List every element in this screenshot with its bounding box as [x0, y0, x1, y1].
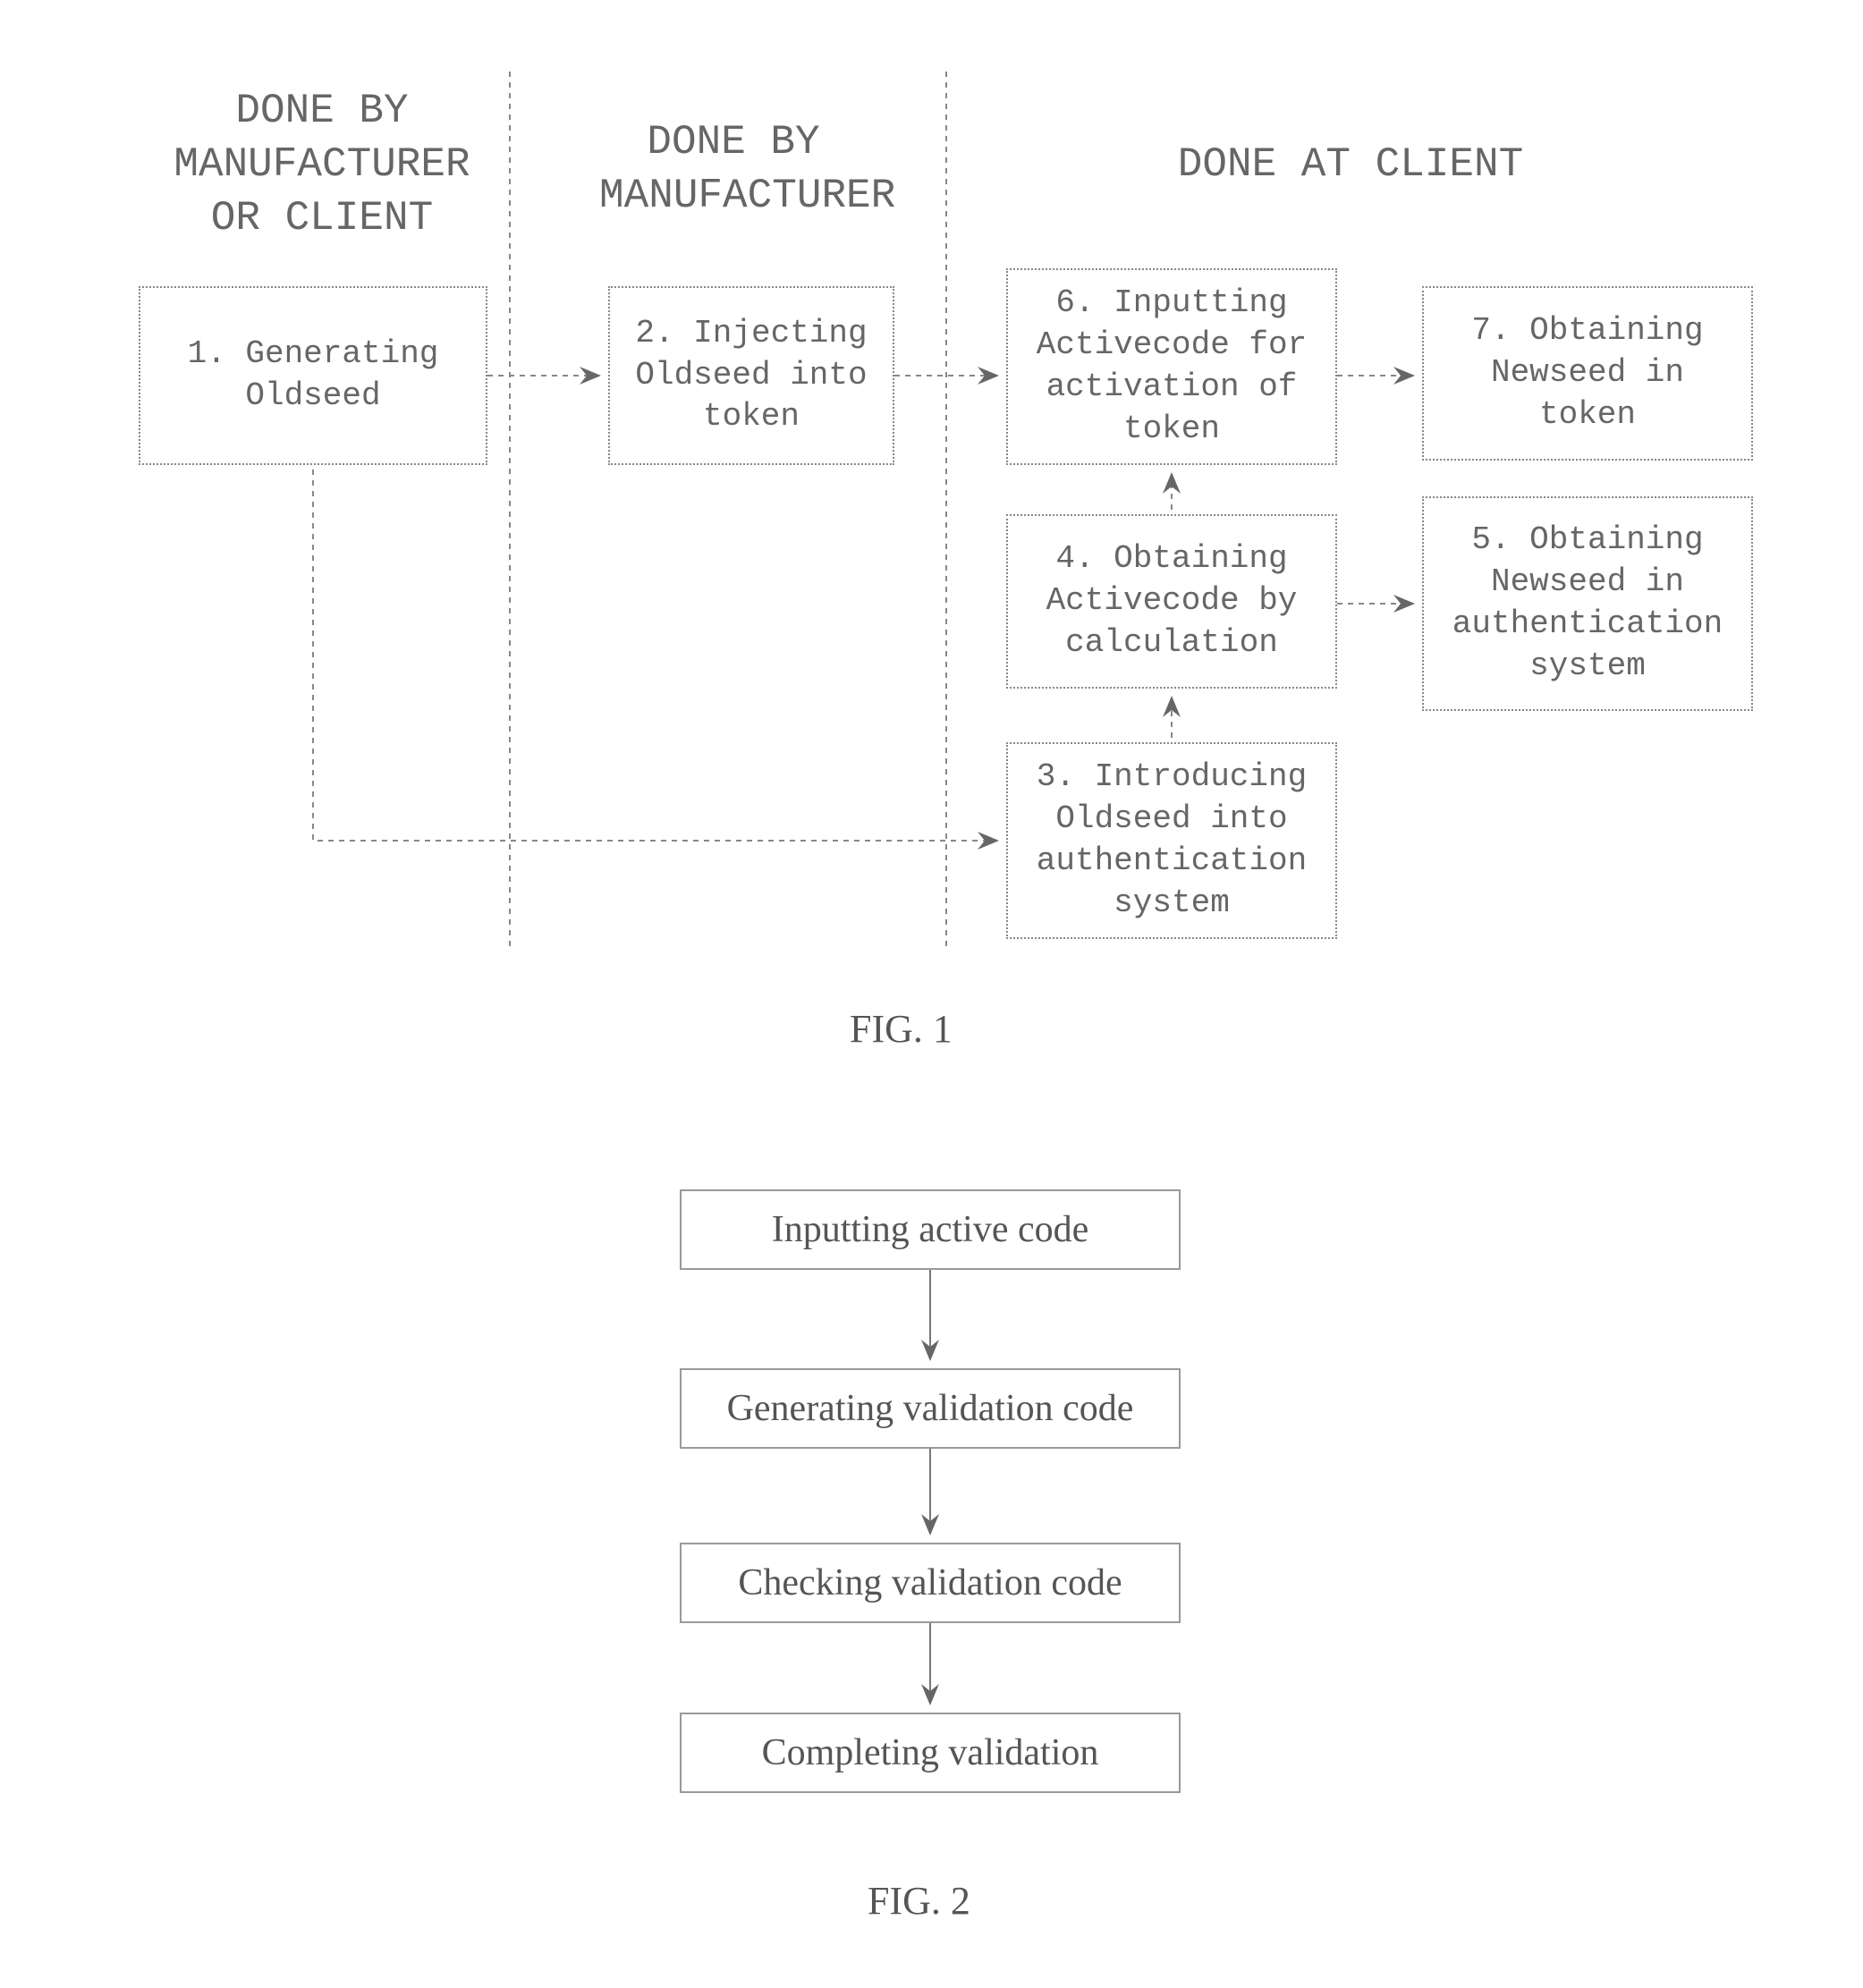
fig1-node-7: 7. ObtainingNewseed intoken — [1422, 286, 1753, 461]
fig1-node-5: 5. ObtainingNewseed inauthenticationsyst… — [1422, 496, 1753, 711]
fig1-header-col2: DONE BYMANUFACTURER — [599, 116, 868, 224]
fig2-caption: FIG. 2 — [868, 1878, 970, 1924]
fig1-caption: FIG. 1 — [850, 1006, 953, 1052]
fig2-step-3: Checking validation code — [680, 1543, 1181, 1623]
fig1-header-col1: DONE BYMANUFACTUREROR CLIENT — [161, 85, 483, 245]
fig1-node-2: 2. InjectingOldseed intotoken — [608, 286, 894, 465]
fig2-step-4: Completing validation — [680, 1713, 1181, 1793]
fig1-node-6: 6. InputtingActivecode foractivation oft… — [1006, 268, 1337, 465]
fig1-header-col3: DONE AT CLIENT — [1127, 139, 1574, 192]
fig2-step-1: Inputting active code — [680, 1189, 1181, 1270]
fig1-node-4: 4. ObtainingActivecode bycalculation — [1006, 514, 1337, 689]
fig2-step-2: Generating validation code — [680, 1368, 1181, 1449]
fig1-node-3: 3. IntroducingOldseed intoauthentication… — [1006, 742, 1337, 939]
fig1-node-1: 1. GeneratingOldseed — [139, 286, 487, 465]
